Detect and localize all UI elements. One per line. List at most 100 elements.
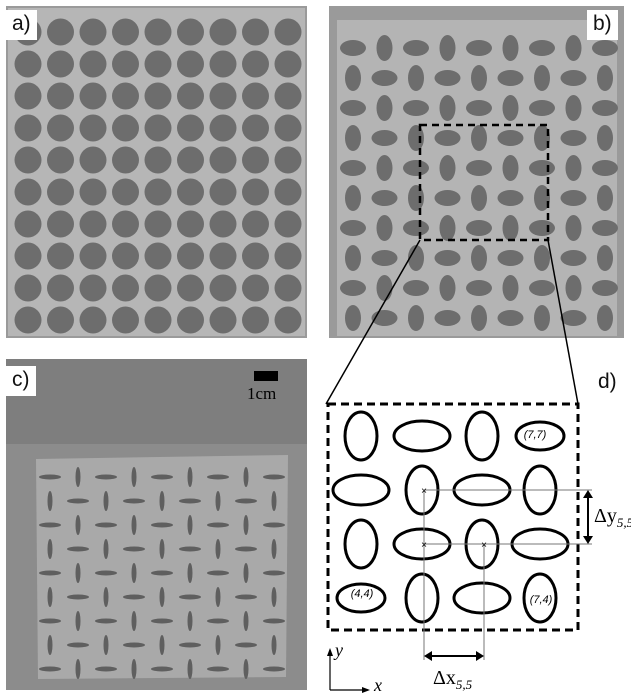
hole — [47, 50, 74, 78]
schematic-ellipse — [522, 572, 558, 624]
slit — [187, 515, 193, 535]
slit — [151, 522, 173, 528]
slit — [75, 515, 81, 535]
hole — [439, 215, 456, 241]
hole — [592, 220, 618, 236]
hole — [340, 220, 366, 236]
slit — [235, 498, 257, 504]
hole — [144, 210, 172, 238]
hole — [403, 280, 429, 296]
slit — [95, 570, 117, 576]
slit — [95, 474, 117, 480]
hole — [371, 130, 398, 146]
hole — [560, 70, 587, 86]
slit — [151, 666, 173, 672]
panel-label-a: a) — [6, 10, 37, 40]
hole — [177, 274, 204, 302]
hole — [534, 125, 550, 151]
hole — [529, 40, 555, 56]
hole — [47, 274, 74, 302]
slit — [159, 491, 165, 511]
hole — [274, 306, 302, 334]
hole — [529, 280, 555, 296]
slit — [75, 563, 81, 583]
slit — [39, 618, 61, 624]
hole — [376, 95, 393, 121]
slit — [67, 546, 89, 552]
hole — [144, 82, 172, 110]
hole — [345, 65, 361, 91]
schematic-ellipse — [343, 518, 379, 570]
hole — [177, 178, 204, 206]
slit — [95, 522, 117, 528]
hole — [439, 35, 456, 61]
hole — [403, 100, 429, 116]
hole — [371, 190, 398, 206]
hole — [565, 155, 582, 181]
slit — [123, 594, 145, 600]
panel-label-b: b) — [587, 10, 618, 40]
slit — [179, 546, 201, 552]
hole — [534, 245, 550, 271]
hole — [345, 185, 361, 211]
hole — [112, 146, 139, 174]
schematic-ellipse — [464, 410, 500, 462]
hole — [209, 242, 237, 270]
slit — [243, 659, 249, 679]
hole — [177, 114, 204, 142]
slit — [187, 467, 193, 487]
hole — [376, 215, 393, 241]
hole — [345, 125, 361, 151]
hole — [597, 185, 613, 211]
slit — [39, 474, 61, 480]
scale-bar — [254, 371, 278, 381]
hole — [177, 242, 204, 270]
scale-bar-label: 1cm — [247, 384, 277, 403]
slit — [263, 618, 285, 624]
hole — [371, 250, 398, 266]
slit — [179, 594, 201, 600]
hole — [47, 306, 74, 334]
connector-line-left — [325, 239, 421, 405]
hole — [466, 40, 492, 56]
hole — [79, 306, 107, 334]
hole — [177, 50, 204, 78]
slit — [207, 618, 229, 624]
hole — [242, 114, 269, 142]
hole — [112, 114, 139, 142]
hole — [560, 250, 587, 266]
slit — [47, 539, 53, 559]
hole — [597, 65, 613, 91]
hole — [209, 306, 237, 334]
hole — [112, 18, 139, 46]
hole — [144, 274, 172, 302]
hole — [560, 190, 587, 206]
slit — [271, 635, 277, 655]
slit — [235, 594, 257, 600]
slit — [123, 498, 145, 504]
slit — [187, 659, 193, 679]
buckled-sheet-image — [6, 359, 307, 690]
hole — [497, 310, 524, 326]
hole — [274, 82, 302, 110]
hole — [47, 242, 74, 270]
slit — [243, 611, 249, 631]
hole — [47, 82, 74, 110]
hole — [209, 50, 237, 78]
panel-a-photo — [6, 6, 307, 338]
hole — [497, 70, 524, 86]
hole — [242, 242, 269, 270]
hole — [274, 146, 302, 174]
hole — [177, 306, 204, 334]
hole — [47, 18, 74, 46]
hole — [242, 50, 269, 78]
slit — [103, 539, 109, 559]
slit — [215, 539, 221, 559]
schematic-ellipse — [452, 581, 512, 615]
hole — [340, 40, 366, 56]
hole — [565, 35, 582, 61]
hole — [209, 210, 237, 238]
hole — [471, 125, 487, 151]
slit — [75, 467, 81, 487]
